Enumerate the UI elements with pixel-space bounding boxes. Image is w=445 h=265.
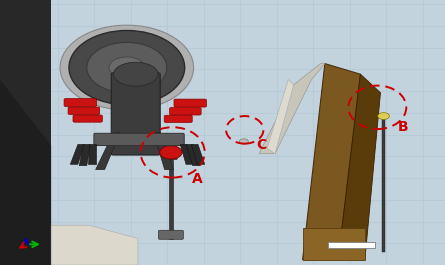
Polygon shape — [96, 132, 120, 170]
FancyBboxPatch shape — [303, 228, 365, 260]
Circle shape — [160, 146, 182, 159]
Ellipse shape — [69, 30, 185, 105]
FancyBboxPatch shape — [169, 159, 173, 238]
Ellipse shape — [60, 25, 194, 110]
FancyBboxPatch shape — [68, 107, 100, 114]
Text: A: A — [192, 172, 202, 186]
Polygon shape — [267, 80, 294, 154]
Polygon shape — [303, 64, 360, 260]
FancyBboxPatch shape — [94, 133, 184, 145]
Polygon shape — [51, 225, 138, 265]
Polygon shape — [186, 144, 200, 166]
Text: B: B — [398, 120, 409, 134]
Ellipse shape — [113, 62, 158, 86]
FancyBboxPatch shape — [64, 99, 97, 107]
FancyBboxPatch shape — [174, 99, 206, 107]
Polygon shape — [70, 144, 85, 164]
Polygon shape — [79, 144, 90, 166]
FancyBboxPatch shape — [165, 153, 177, 160]
Circle shape — [378, 113, 389, 120]
Polygon shape — [338, 74, 380, 260]
FancyBboxPatch shape — [382, 119, 385, 252]
Circle shape — [109, 57, 145, 78]
FancyBboxPatch shape — [170, 108, 201, 115]
FancyBboxPatch shape — [164, 115, 192, 122]
FancyBboxPatch shape — [111, 73, 160, 155]
Polygon shape — [191, 144, 205, 164]
Polygon shape — [154, 132, 174, 170]
FancyBboxPatch shape — [328, 242, 375, 248]
Polygon shape — [180, 144, 194, 164]
Circle shape — [239, 139, 248, 144]
Polygon shape — [88, 144, 96, 164]
Polygon shape — [0, 0, 51, 265]
Polygon shape — [0, 80, 51, 265]
Text: C: C — [256, 138, 267, 152]
FancyBboxPatch shape — [158, 230, 183, 239]
FancyBboxPatch shape — [73, 115, 102, 122]
Ellipse shape — [87, 42, 167, 93]
Polygon shape — [259, 64, 325, 154]
